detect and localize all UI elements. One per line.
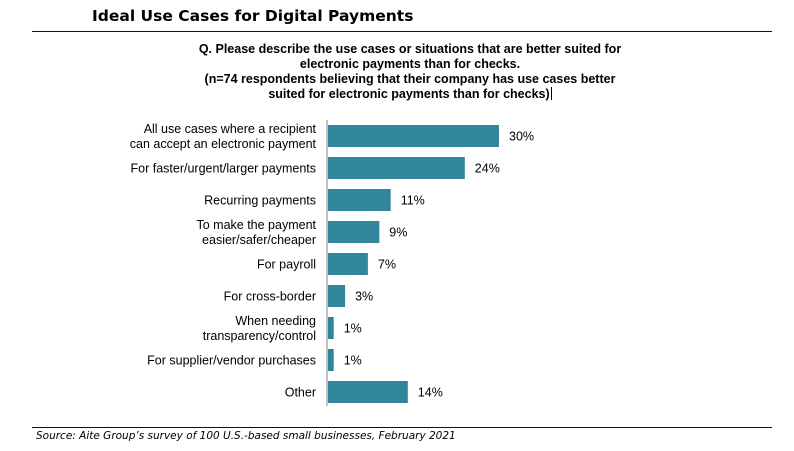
category-label: For payroll bbox=[257, 258, 316, 272]
data-label: 3% bbox=[355, 290, 373, 304]
category-label: For cross-border bbox=[224, 290, 316, 304]
category-label: can accept an electronic payment bbox=[130, 137, 317, 151]
bar bbox=[328, 221, 380, 243]
footer-divider bbox=[32, 427, 772, 428]
data-label: 1% bbox=[344, 322, 362, 336]
data-label: 1% bbox=[344, 354, 362, 368]
bar bbox=[328, 189, 391, 211]
bar bbox=[328, 317, 334, 339]
category-label: Other bbox=[285, 386, 316, 400]
data-label: 24% bbox=[475, 162, 500, 176]
data-label: 9% bbox=[389, 226, 407, 240]
category-label: transparency/control bbox=[203, 329, 316, 343]
survey-question: Q. Please describe the use cases or situ… bbox=[150, 42, 670, 102]
data-label: 7% bbox=[378, 258, 396, 272]
category-label: All use cases where a recipient bbox=[144, 122, 317, 136]
category-label: To make the payment bbox=[196, 218, 316, 232]
bar bbox=[328, 381, 408, 403]
category-label: Recurring payments bbox=[204, 194, 316, 208]
source-note: Source: Aite Group’s survey of 100 U.S.-… bbox=[36, 430, 456, 442]
question-line-1: Q. Please describe the use cases or situ… bbox=[198, 42, 622, 56]
bar bbox=[328, 349, 334, 371]
title-divider bbox=[32, 31, 772, 32]
category-label: For supplier/vendor purchases bbox=[147, 354, 316, 368]
question-line-2: electronic payments than for checks. bbox=[299, 57, 521, 71]
bar bbox=[328, 157, 465, 179]
data-label: 14% bbox=[418, 386, 443, 400]
question-line-3: (n=74 respondents believing that their c… bbox=[204, 72, 616, 86]
data-label: 11% bbox=[401, 194, 425, 208]
bar bbox=[328, 285, 346, 307]
category-label: For faster/urgent/larger payments bbox=[131, 162, 317, 176]
page-title: Ideal Use Cases for Digital Payments bbox=[92, 7, 414, 25]
category-label: easier/safer/cheaper bbox=[202, 233, 316, 247]
category-label: When needing bbox=[235, 314, 316, 328]
bar bbox=[328, 125, 499, 147]
text-cursor-icon bbox=[550, 87, 552, 100]
question-line-4-text: suited for electronic payments than for … bbox=[268, 87, 550, 101]
bar bbox=[328, 253, 368, 275]
data-label: 30% bbox=[509, 130, 534, 144]
question-line-4: suited for electronic payments than for … bbox=[150, 87, 670, 102]
